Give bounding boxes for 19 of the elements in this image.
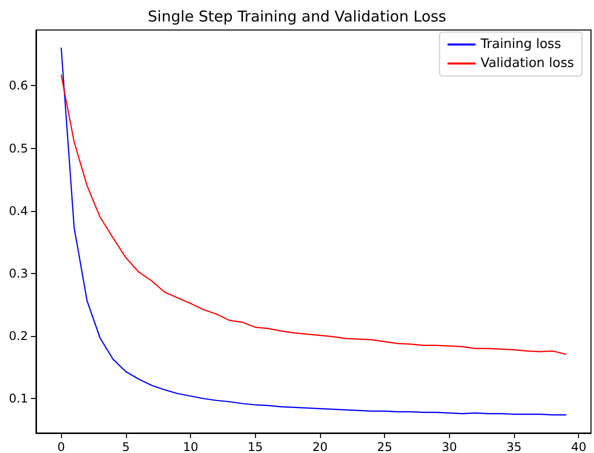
y-tick-label: 0.6: [8, 78, 28, 93]
x-tick-label: 25: [377, 440, 392, 453]
x-tick-label: 15: [248, 440, 263, 453]
legend-label: Validation loss: [480, 56, 574, 71]
x-tick-label: 5: [122, 440, 130, 453]
y-tick-label: 0.1: [8, 392, 28, 406]
x-tick-label: 40: [571, 440, 586, 453]
x-tick-label: 20: [312, 440, 328, 453]
x-tick-label: 30: [442, 440, 457, 453]
x-tick-label: 0: [57, 440, 66, 453]
x-tick-label: 10: [182, 440, 198, 453]
y-tick-label: 0.4: [8, 204, 28, 218]
legend-label: Training loss: [480, 37, 562, 52]
x-tick-label: 35: [506, 440, 522, 453]
chart-title: Single Step Training and Validation Loss: [148, 8, 446, 26]
y-tick-label: 0.3: [8, 266, 28, 280]
y-tick-label: 0.5: [8, 141, 28, 156]
line-series: [60, 74, 566, 355]
y-tick-label: 0.2: [8, 329, 28, 344]
